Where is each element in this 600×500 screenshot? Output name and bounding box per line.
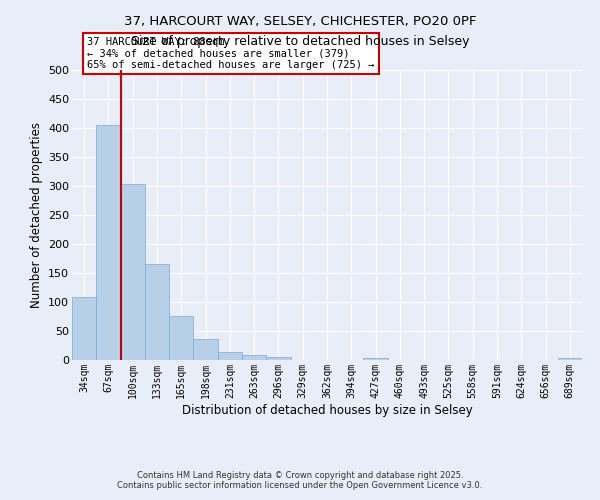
Text: Contains HM Land Registry data © Crown copyright and database right 2025.
Contai: Contains HM Land Registry data © Crown c…	[118, 470, 482, 490]
Text: 37 HARCOURT WAY: 88sqm
← 34% of detached houses are smaller (379)
65% of semi-de: 37 HARCOURT WAY: 88sqm ← 34% of detached…	[88, 37, 375, 70]
Bar	[242, 355, 266, 360]
Bar	[558, 358, 582, 360]
Bar	[193, 338, 218, 360]
Bar	[121, 184, 145, 360]
Bar	[72, 298, 96, 360]
Bar	[218, 352, 242, 360]
X-axis label: Distribution of detached houses by size in Selsey: Distribution of detached houses by size …	[182, 404, 472, 416]
Text: Size of property relative to detached houses in Selsey: Size of property relative to detached ho…	[131, 35, 469, 48]
Bar	[169, 316, 193, 360]
Y-axis label: Number of detached properties: Number of detached properties	[29, 122, 43, 308]
Bar	[145, 264, 169, 360]
Bar	[96, 124, 121, 360]
Bar	[364, 358, 388, 360]
Text: 37, HARCOURT WAY, SELSEY, CHICHESTER, PO20 0PF: 37, HARCOURT WAY, SELSEY, CHICHESTER, PO…	[124, 15, 476, 28]
Bar	[266, 357, 290, 360]
